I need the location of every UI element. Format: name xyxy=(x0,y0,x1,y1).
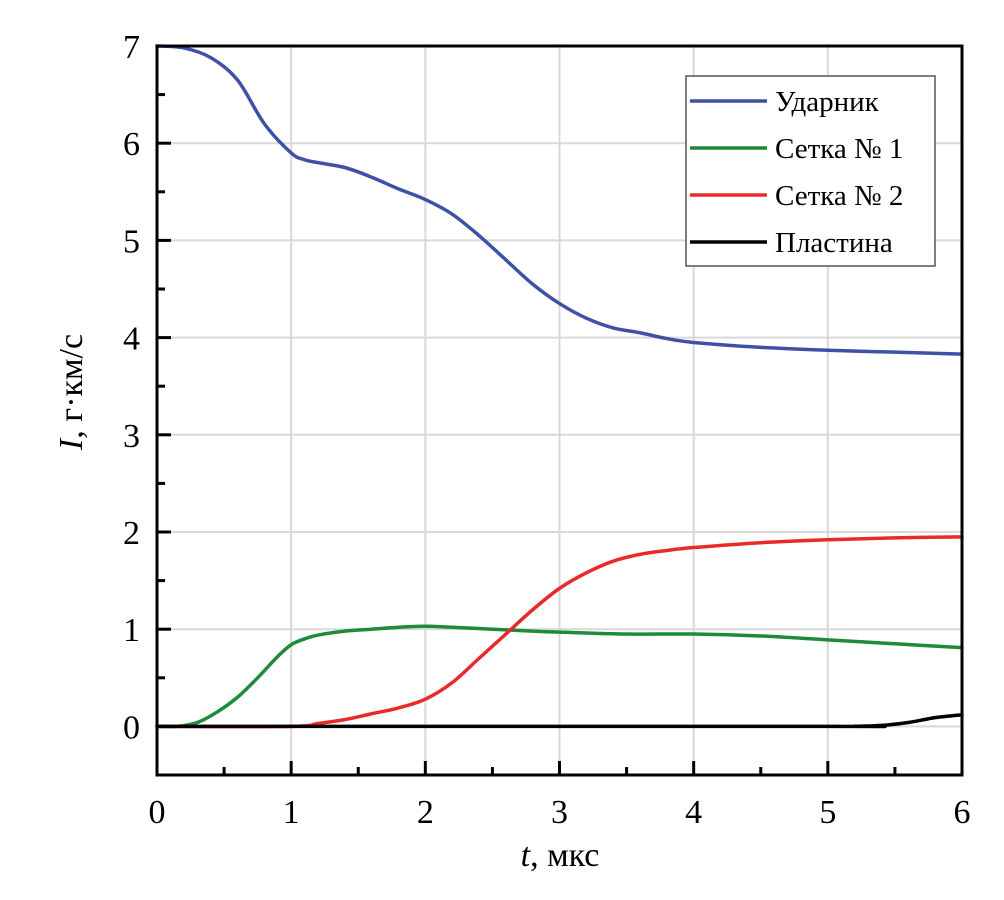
y-tick-label: 1 xyxy=(123,612,140,649)
x-tick-label: 1 xyxy=(283,794,300,831)
x-tick-label: 6 xyxy=(954,794,971,831)
y-tick-label: 7 xyxy=(123,29,140,66)
series-line-3 xyxy=(155,535,964,729)
series-line-4 xyxy=(155,712,964,729)
x-tick-label: 3 xyxy=(551,794,568,831)
y-tick-label: 5 xyxy=(123,223,140,260)
x-axis-title-unit: , мкс xyxy=(530,837,599,874)
legend-label-1: Ударник xyxy=(775,86,880,118)
y-tick-label: 2 xyxy=(123,515,140,552)
legend-label-4: Пластина xyxy=(775,227,893,259)
x-axis-title-symbol: t xyxy=(521,837,532,874)
x-tick-label: 5 xyxy=(819,794,836,831)
x-tick-label: 0 xyxy=(149,794,166,831)
x-axis-title: t, мкс xyxy=(521,837,600,874)
y-axis-title-unit: , г·км/с xyxy=(53,334,90,439)
x-tick-label: 4 xyxy=(685,794,702,831)
y-tick-label: 3 xyxy=(123,418,140,455)
axes xyxy=(155,44,964,777)
y-axis-title-symbol: I xyxy=(53,437,90,451)
y-tick-label: 6 xyxy=(123,126,140,163)
legend: Ударник Сетка № 1 Сетка № 2 Пластина xyxy=(685,75,936,267)
legend-box xyxy=(685,75,936,267)
x-tick-label: 2 xyxy=(417,794,434,831)
y-axis-title: I, г·км/с xyxy=(53,334,90,451)
legend-label-3: Сетка № 2 xyxy=(775,180,903,212)
tick-labels: 0 1 2 3 4 5 6 0 1 2 3 4 5 6 7 xyxy=(123,29,971,831)
y-tick-label: 4 xyxy=(123,321,140,358)
series-line-1 xyxy=(155,44,964,356)
y-tick-label: 0 xyxy=(123,709,140,746)
legend-label-2: Сетка № 1 xyxy=(775,133,903,165)
plot-series xyxy=(155,44,964,729)
series-line-2 xyxy=(155,624,964,729)
